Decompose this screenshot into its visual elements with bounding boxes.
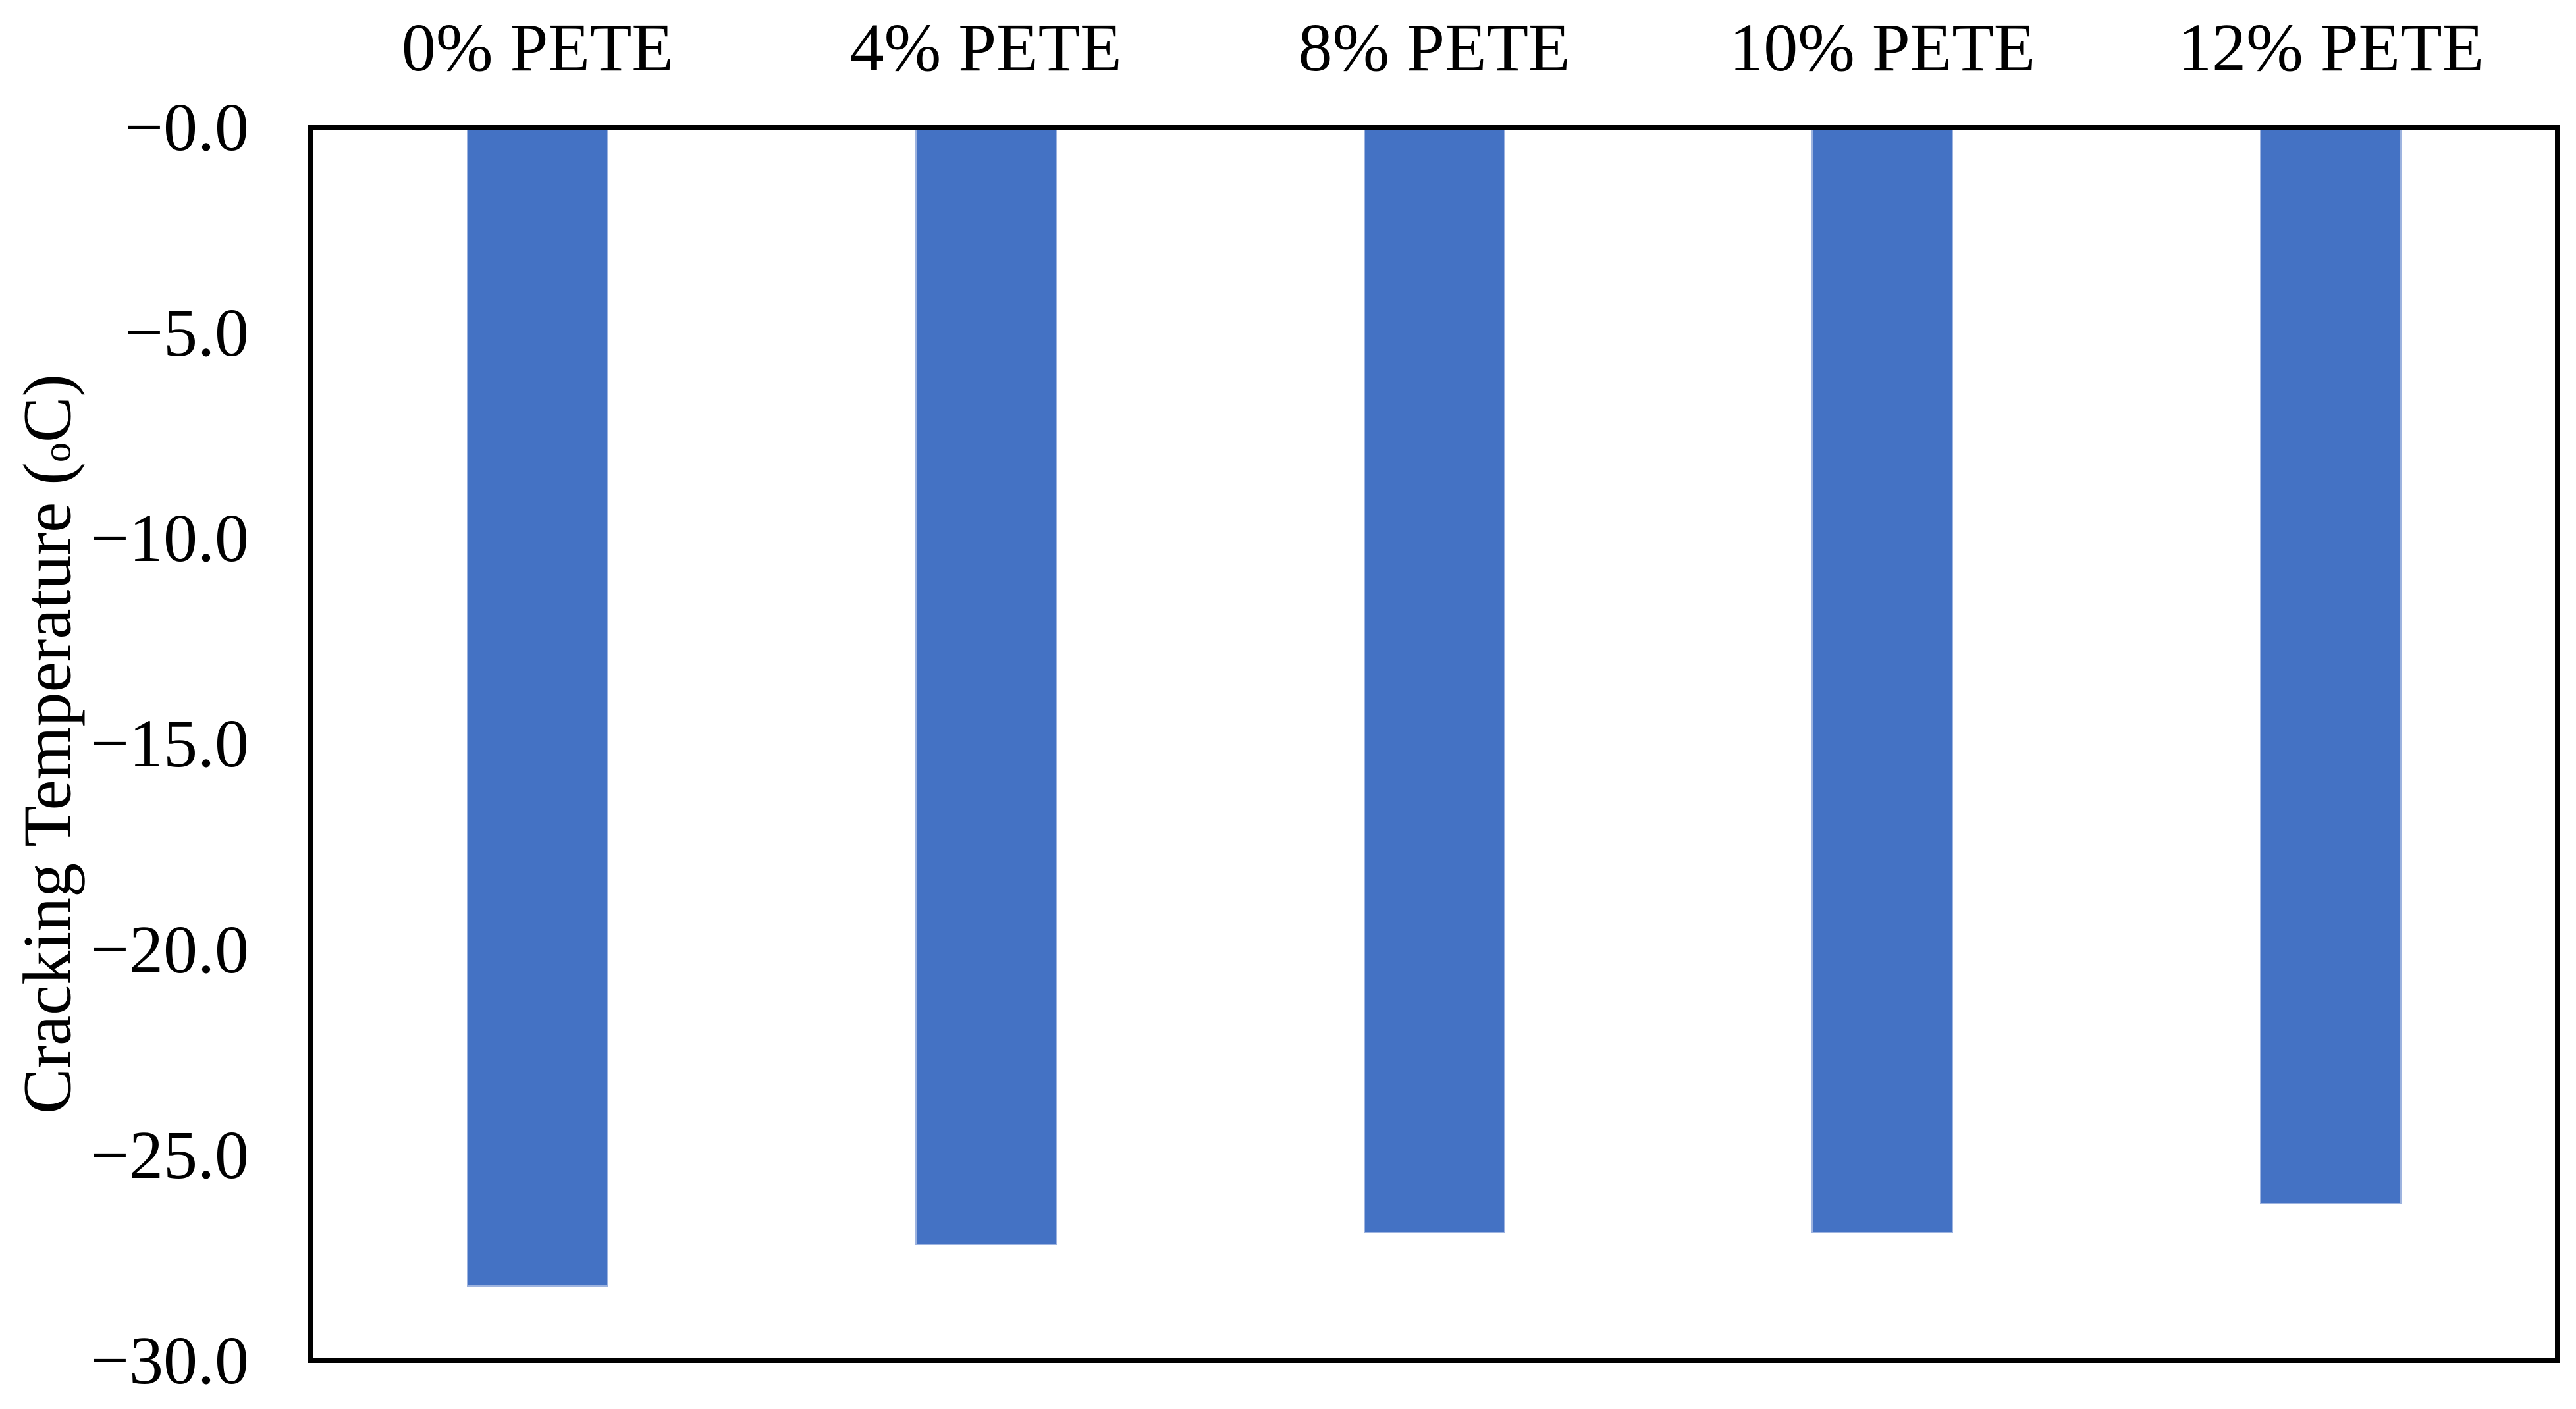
bar — [915, 130, 1057, 1246]
plot-area — [308, 125, 2560, 1363]
y-tick-label: −25.0 — [90, 1117, 249, 1193]
y-tick-label: −10.0 — [90, 500, 249, 577]
category-label: 4% PETE — [849, 10, 1122, 86]
y-axis-title-text: Cracking Temperature ( — [9, 462, 86, 1115]
y-tick-label: −15.0 — [90, 706, 249, 782]
bar — [2260, 130, 2402, 1204]
y-tick-label: −5.0 — [124, 295, 249, 371]
y-axis-title: Cracking Temperature (oC) — [9, 374, 87, 1114]
category-label: 10% PETE — [1729, 10, 2036, 86]
category-label: 8% PETE — [1298, 10, 1570, 86]
y-tick-label: −0.0 — [124, 90, 249, 165]
bars-layer — [313, 130, 2555, 1358]
bar — [466, 130, 608, 1287]
category-label: 0% PETE — [401, 10, 674, 86]
bar — [1363, 130, 1505, 1233]
category-label: 12% PETE — [2178, 10, 2484, 86]
y-axis-title-suffix: C) — [9, 373, 86, 442]
y-axis-title-superscript: o — [35, 442, 80, 463]
bar — [1811, 130, 1954, 1233]
y-tick-label: −30.0 — [90, 1322, 249, 1398]
y-tick-label: −20.0 — [90, 911, 249, 988]
